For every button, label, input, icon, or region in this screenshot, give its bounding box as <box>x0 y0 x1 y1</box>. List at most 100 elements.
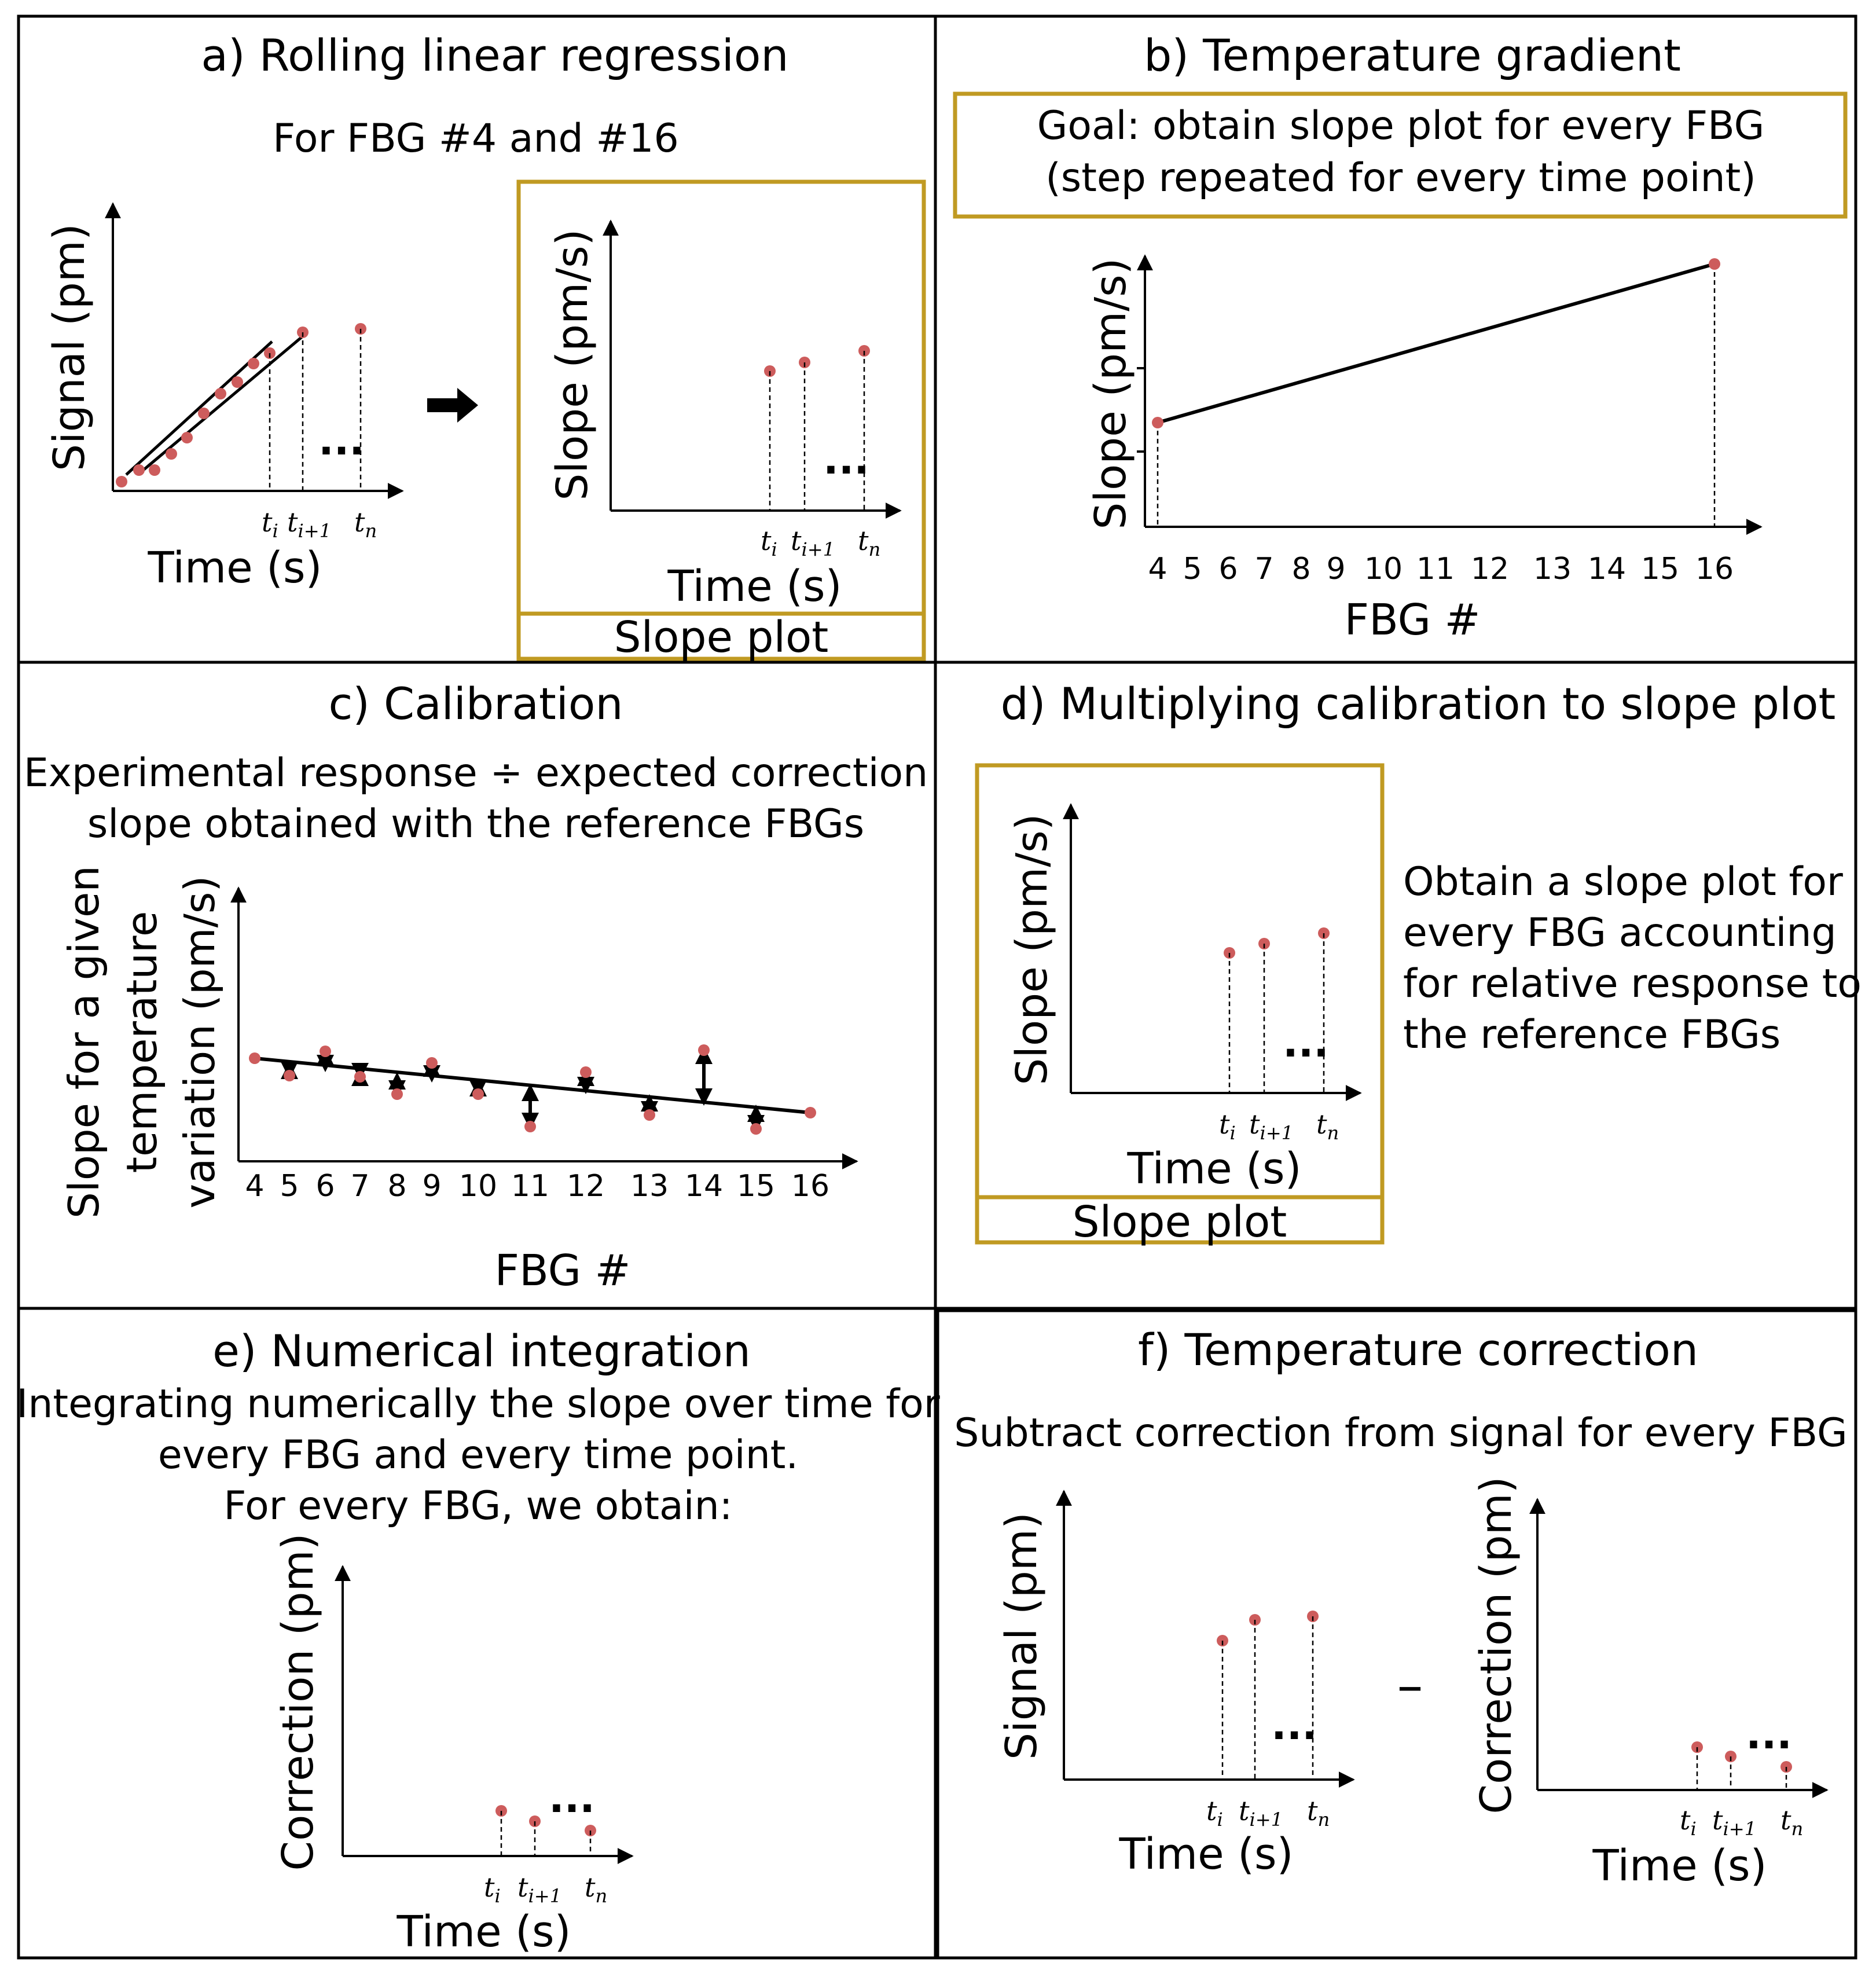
data-point <box>149 464 160 476</box>
signal-y-label: Signal (pm) <box>45 223 94 471</box>
calibration-point <box>472 1088 484 1100</box>
gradient-x-label: FBG # <box>1345 595 1481 645</box>
signal-points <box>1217 1611 1319 1646</box>
ellipsis: ... <box>1271 1701 1317 1749</box>
x-tick-label: 11 <box>511 1169 549 1204</box>
x-tick-label: 10 <box>1364 552 1403 586</box>
panel-e-desc-line-2: every FBG and every time point. <box>158 1432 798 1478</box>
data-point <box>116 476 127 487</box>
x-tick-label: 16 <box>1695 552 1734 586</box>
x-tick-label: 14 <box>685 1169 723 1204</box>
slope-plot-label: Slope plot <box>1073 1197 1287 1247</box>
calibration-desc-line-2: slope obtained with the reference FBGs <box>87 801 864 847</box>
svg-text:ti+1: ti+1 <box>1239 1795 1283 1831</box>
x-tick-label: 14 <box>1588 552 1626 586</box>
x-tick-label: 9 <box>422 1169 441 1204</box>
regression-line-1 <box>125 340 273 476</box>
data-point <box>232 376 243 388</box>
calibration-y-label-line-2: temperature <box>118 911 166 1173</box>
panel-d-desc-line-3: for relative response to <box>1403 961 1862 1007</box>
signal-x-label: Time (s) <box>148 543 322 593</box>
x-tick-label: 5 <box>280 1169 299 1204</box>
svg-text:ti: ti <box>262 507 278 542</box>
fbg-4-point <box>1152 417 1163 428</box>
slope-droplines <box>1228 933 1325 1093</box>
calibration-point <box>320 1046 331 1057</box>
panel-f-title: f) Temperature correction <box>1138 1324 1698 1376</box>
signal-time-ticks: ti ti+1 tn <box>262 507 377 542</box>
slope-droplines <box>769 351 865 511</box>
svg-text:ti: ti <box>761 525 777 560</box>
panel-c-title: c) Calibration <box>328 678 623 729</box>
panel-e-border <box>17 1307 937 1960</box>
ellipsis: ... <box>318 417 365 464</box>
data-point <box>198 408 210 419</box>
x-tick-label: 16 <box>791 1169 829 1204</box>
right-arrow-icon <box>427 388 478 423</box>
calibration-point <box>284 1070 295 1081</box>
correction-droplines <box>1696 1747 1787 1790</box>
x-tick-label: 4 <box>1148 552 1167 586</box>
panel-f: f) Temperature correction Subtract corre… <box>954 1324 1847 1891</box>
panel-e: e) Numerical integration Integrating num… <box>16 1325 939 1957</box>
ellipsis: ... <box>1746 1711 1792 1758</box>
correction-x-label: Time (s) <box>1592 1841 1767 1891</box>
panel-b-title: b) Temperature gradient <box>1144 30 1681 81</box>
panel-e-desc-line-1: Integrating numerically the slope over t… <box>16 1381 939 1427</box>
correction-x-label: Time (s) <box>397 1907 571 1957</box>
svg-text:ti+1: ti+1 <box>287 507 331 542</box>
correction-y-label: Correction (pm) <box>273 1533 323 1870</box>
svg-text:ti+1: ti+1 <box>1712 1804 1756 1840</box>
correction-droplines <box>500 1811 592 1856</box>
data-point <box>215 388 226 399</box>
x-tick-label: 4 <box>245 1169 264 1204</box>
panel-f-border <box>936 1309 1857 1960</box>
x-tick-label: 9 <box>1326 552 1345 586</box>
svg-text:tn: tn <box>1307 1795 1330 1831</box>
ellipsis: ... <box>549 1774 595 1822</box>
slope-plot-label: Slope plot <box>614 612 829 662</box>
svg-text:ti+1: ti+1 <box>1249 1109 1293 1144</box>
panel-d-desc-line-1: Obtain a slope plot for <box>1403 859 1843 905</box>
x-tick-label: 13 <box>1533 552 1572 586</box>
x-tick-label: 6 <box>315 1169 335 1204</box>
slope-time-ticks: ti ti+1 tn <box>1219 1109 1339 1144</box>
x-tick-label: 15 <box>737 1169 775 1204</box>
svg-text:tn: tn <box>585 1872 607 1907</box>
panel-a-subtitle: For FBG #4 and #16 <box>273 116 679 162</box>
panel-e-desc-line-3: For every FBG, we obtain: <box>223 1483 732 1529</box>
x-tick-label: 13 <box>630 1169 669 1204</box>
panel-f-desc: Subtract correction from signal for ever… <box>954 1410 1847 1456</box>
svg-text:ti: ti <box>1680 1804 1697 1840</box>
calibration-point <box>805 1107 816 1118</box>
x-tick-label: 11 <box>1416 552 1455 586</box>
panel-borders <box>17 14 1857 1960</box>
panel-b: b) Temperature gradient Goal: obtain slo… <box>953 30 1848 645</box>
x-tick-label: 12 <box>567 1169 605 1204</box>
x-tick-label: 7 <box>1254 552 1273 586</box>
x-tick-label: 8 <box>387 1169 406 1204</box>
x-tick-label: 5 <box>1183 552 1202 586</box>
svg-text:ti: ti <box>1219 1109 1236 1144</box>
svg-text:tn: tn <box>1780 1804 1803 1840</box>
calibration-point <box>354 1071 366 1083</box>
svg-text:tn: tn <box>858 525 880 560</box>
slope-points <box>764 345 870 377</box>
slope-x-label: Time (s) <box>667 562 842 611</box>
panel-c: c) Calibration Experimental response ÷ e… <box>24 678 928 1296</box>
gradient-x-ticks: 4 5 6 7 8 9 10 11 12 13 14 15 16 <box>1148 552 1734 586</box>
calibration-x-label: FBG # <box>495 1246 631 1296</box>
signal-x-label: Time (s) <box>1119 1829 1294 1879</box>
x-tick-label: 10 <box>459 1169 497 1204</box>
data-point <box>248 358 259 369</box>
slope-y-label: Slope (pm/s) <box>1007 813 1057 1085</box>
goal-box <box>953 91 1848 219</box>
goal-line-2: (step repeated for every time point) <box>1045 155 1756 201</box>
calibration-point <box>426 1057 438 1069</box>
slope-plot-box <box>975 763 1385 1245</box>
signal-droplines <box>269 329 362 491</box>
calibration-residual-arrows <box>281 1047 765 1132</box>
gradient-line <box>1157 262 1715 424</box>
panel-d-title: d) Multiplying calibration to slope plot <box>1001 678 1836 729</box>
